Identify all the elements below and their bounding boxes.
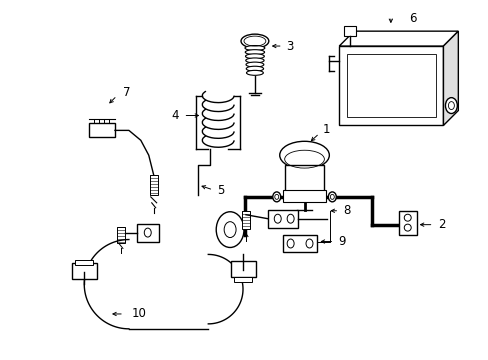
Text: 5: 5 xyxy=(217,184,224,197)
Ellipse shape xyxy=(241,34,268,48)
Bar xyxy=(398,211,416,235)
Text: 2: 2 xyxy=(437,218,444,231)
Ellipse shape xyxy=(246,70,263,75)
Text: 4: 4 xyxy=(171,109,179,122)
Bar xyxy=(282,235,317,252)
Bar xyxy=(231,261,255,277)
Polygon shape xyxy=(339,31,457,46)
Ellipse shape xyxy=(245,54,264,59)
Bar xyxy=(234,277,251,282)
Bar xyxy=(242,211,249,229)
Text: 8: 8 xyxy=(343,204,350,217)
Ellipse shape xyxy=(216,212,244,247)
Bar xyxy=(137,224,158,242)
Ellipse shape xyxy=(445,98,456,113)
Bar xyxy=(282,190,325,202)
Bar xyxy=(267,210,297,228)
Text: 3: 3 xyxy=(285,40,293,53)
Bar xyxy=(339,46,443,125)
Text: 7: 7 xyxy=(123,86,130,99)
Text: 10: 10 xyxy=(131,307,146,320)
Bar xyxy=(284,165,324,195)
Ellipse shape xyxy=(246,66,263,71)
Text: 6: 6 xyxy=(408,12,416,25)
Bar xyxy=(346,54,435,117)
Ellipse shape xyxy=(272,192,280,202)
Bar xyxy=(89,123,115,137)
Bar xyxy=(72,264,97,279)
Ellipse shape xyxy=(245,62,264,67)
Bar xyxy=(75,260,93,265)
Ellipse shape xyxy=(327,192,336,202)
Ellipse shape xyxy=(279,141,328,169)
Ellipse shape xyxy=(244,46,264,50)
Bar xyxy=(117,227,124,243)
Text: 1: 1 xyxy=(322,123,329,136)
Ellipse shape xyxy=(245,50,264,55)
Text: 9: 9 xyxy=(338,235,346,248)
Ellipse shape xyxy=(245,58,264,63)
Polygon shape xyxy=(443,31,457,125)
Bar xyxy=(344,26,355,36)
Bar xyxy=(149,175,157,195)
